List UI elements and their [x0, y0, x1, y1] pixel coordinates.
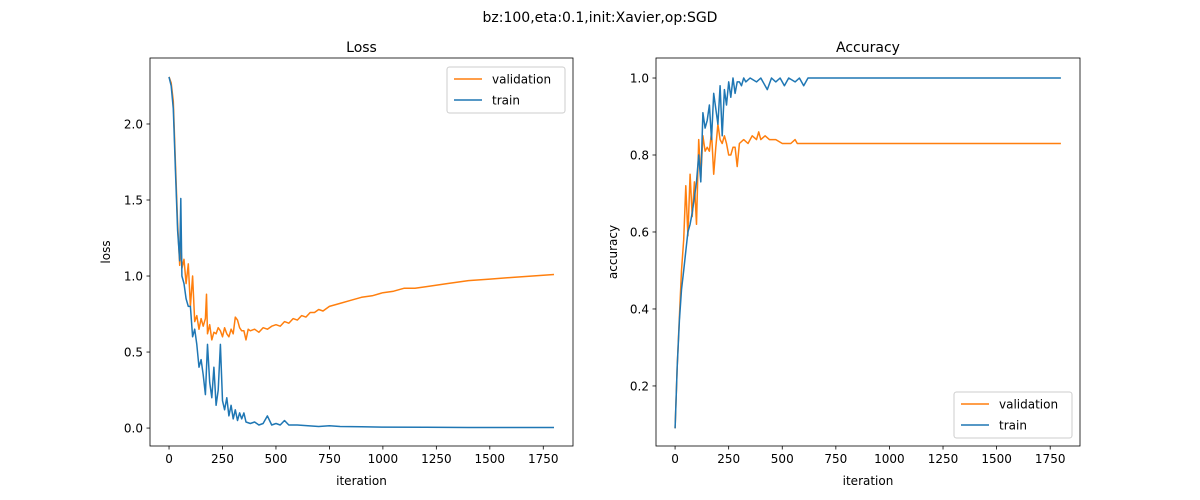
loss-train-line: [168, 76, 554, 429]
accuracy-ylabel: accuracy: [606, 225, 620, 279]
accuracy-ytick-label: 0.4: [630, 302, 649, 316]
accuracy-axes: 0 250 500 750 1000 1250 1500 1750 0.2 0.4 0.6 0.8 1.…: [606, 40, 1081, 488]
accuracy-xtick-label: 500: [771, 452, 794, 466]
accuracy-train-line: [674, 77, 1061, 429]
loss-xtick-label: 1750: [528, 452, 559, 466]
accuracy-validation-line: [674, 123, 1061, 429]
accuracy-title: Accuracy: [836, 40, 900, 56]
accuracy-xtick-label: 750: [824, 452, 847, 466]
loss-axes: 0 250 500 750 1000 1250 1500 1750 0.0 0.5 1.0 1.5 2.…: [99, 40, 574, 488]
accuracy-xtick-label: 1500: [981, 452, 1012, 466]
loss-ytick-label: 2.0: [124, 117, 143, 131]
loss-ytick-label: 1.0: [124, 270, 143, 284]
loss-title: Loss: [346, 40, 377, 56]
accuracy-xlabel: iteration: [843, 474, 894, 488]
loss-legend-validation-label: validation: [492, 73, 551, 87]
loss-ylabel: loss: [99, 240, 113, 263]
figure-suptitle: bz:100,eta:0.1,init:Xavier,op:SGD: [483, 10, 718, 26]
loss-legend: validation train: [446, 66, 566, 114]
loss-xlabel: iteration: [336, 474, 387, 488]
loss-ytick-label: 0.5: [124, 346, 143, 360]
loss-xtick-label: 750: [318, 452, 341, 466]
loss-ytick-label: 0.0: [124, 422, 143, 436]
accuracy-xtick-label: 1000: [874, 452, 905, 466]
loss-xtick-label: 1000: [368, 452, 399, 466]
loss-xtick-label: 1250: [421, 452, 452, 466]
loss-ytick-label: 1.5: [124, 194, 143, 208]
accuracy-xtick-label: 1250: [928, 452, 959, 466]
loss-validation-line: [168, 76, 555, 341]
loss-frame: [149, 57, 574, 447]
loss-xtick-label: 0: [165, 452, 173, 466]
accuracy-xtick-label: 0: [671, 452, 679, 466]
loss-xtick-label: 1500: [475, 452, 506, 466]
loss-legend-train-label: train: [492, 94, 520, 108]
accuracy-xtick-label: 1750: [1035, 452, 1066, 466]
accuracy-ytick-label: 0.2: [630, 379, 649, 393]
accuracy-xtick-label: 250: [717, 452, 740, 466]
accuracy-legend-train-label: train: [999, 419, 1027, 433]
accuracy-frame: [655, 57, 1081, 447]
loss-xtick-label: 500: [265, 452, 288, 466]
accuracy-ytick-label: 0.8: [630, 149, 649, 163]
accuracy-legend: validation train: [953, 391, 1073, 439]
accuracy-ytick-label: 1.0: [630, 72, 649, 86]
loss-xtick-label: 250: [211, 452, 234, 466]
accuracy-ytick-label: 0.6: [630, 225, 649, 239]
accuracy-legend-validation-label: validation: [999, 398, 1058, 412]
